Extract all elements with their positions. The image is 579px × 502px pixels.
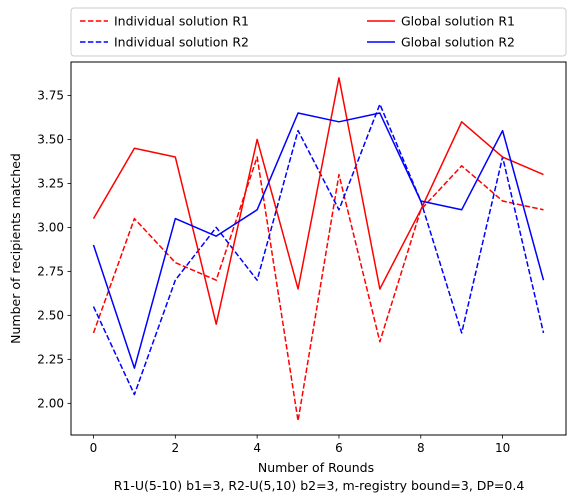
y-tick-label: 2.75: [37, 265, 64, 279]
x-axis-caption: R1-U(5-10) b1=3, R2-U(5,10) b2=3, m-regi…: [114, 478, 525, 493]
series-line-4: [92, 112, 545, 369]
x-tick-label: 6: [335, 441, 343, 455]
legend-label: Individual solution R2: [114, 35, 249, 50]
y-tick-label: 2.50: [37, 309, 64, 323]
series-line-3: [92, 77, 544, 325]
y-axis-ticks: 2.00 2.25 2.50 2.75 3.00 3.25 3.50 3.75: [37, 89, 71, 411]
y-axis-label: Number of recipients matched: [8, 153, 23, 344]
x-tick-label: 4: [253, 441, 261, 455]
series-layer: [92, 77, 545, 422]
legend-frame: [70, 7, 567, 57]
legend-label: Global solution R1: [401, 14, 515, 29]
y-tick-label: 2.25: [37, 353, 64, 367]
y-tick-label: 3.00: [37, 221, 64, 235]
x-tick-label: 8: [417, 441, 425, 455]
y-tick-label: 2.00: [37, 397, 64, 411]
x-axis-label: Number of Rounds: [258, 460, 374, 475]
series-line-1: [92, 156, 544, 422]
y-tick-label: 3.75: [37, 89, 64, 103]
plot-frame: [70, 61, 567, 436]
x-tick-label: 0: [90, 441, 98, 455]
legend: Individual solution R1 Individual solutio…: [70, 7, 567, 57]
y-tick-label: 3.50: [37, 133, 64, 147]
legend-label: Individual solution R1: [114, 14, 249, 29]
x-tick-label: 10: [495, 441, 510, 455]
legend-label: Global solution R2: [401, 35, 515, 50]
x-axis-ticks: 0 2 4 6 8 10: [90, 435, 510, 455]
series-line-2: [92, 103, 545, 396]
x-tick-label: 2: [171, 441, 179, 455]
y-tick-label: 3.25: [37, 177, 64, 191]
